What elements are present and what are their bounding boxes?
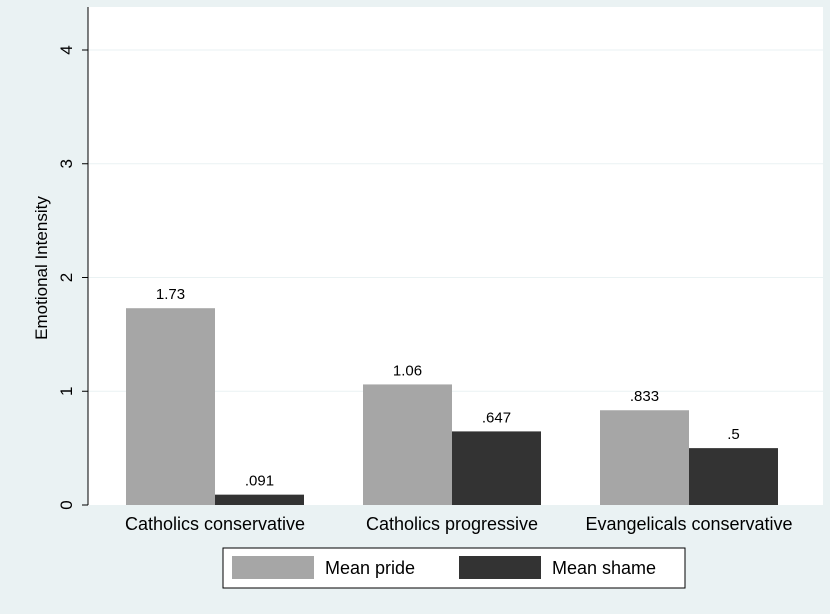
y-tick-label-0: 0 (57, 500, 76, 509)
y-axis-label: Emotional Intensity (32, 196, 51, 340)
y-ticks: 0 1 2 3 4 (57, 45, 88, 510)
x-category-label-2: Evangelicals conservative (585, 514, 792, 534)
bar-mean-pride-0 (126, 308, 215, 505)
bar-mean-pride-1 (363, 384, 452, 505)
legend-swatch-mean-pride (232, 556, 314, 579)
legend-label-mean-pride: Mean pride (325, 558, 415, 578)
legend: Mean pride Mean shame (222, 547, 686, 589)
x-category-label-1: Catholics progressive (366, 514, 538, 534)
bar-mean-shame-0 (215, 494, 304, 505)
y-tick-label-2: 2 (57, 273, 76, 282)
legend-label-mean-shame: Mean shame (552, 558, 656, 578)
y-tick-label-1: 1 (57, 387, 76, 396)
legend-swatch-mean-shame (459, 556, 541, 579)
x-category-label-0: Catholics conservative (125, 514, 305, 534)
data-label-mean-pride-0: 1.73 (156, 286, 185, 303)
data-label-mean-shame-1: .647 (482, 409, 511, 426)
y-tick-label-3: 3 (57, 159, 76, 168)
data-label-mean-pride-1: 1.06 (393, 362, 422, 379)
y-tick-label-4: 4 (57, 45, 76, 54)
x-category-labels: Catholics conservative Catholics progress… (125, 514, 793, 534)
bar-mean-shame-2 (689, 448, 778, 505)
bars: 1.73 .091 1.06 .647 .833 .5 (126, 286, 778, 505)
data-label-mean-shame-2: .5 (727, 426, 740, 443)
bar-mean-pride-2 (600, 410, 689, 505)
data-label-mean-shame-0: .091 (245, 473, 274, 490)
data-label-mean-pride-2: .833 (630, 388, 659, 405)
bar-mean-shame-1 (452, 431, 541, 505)
